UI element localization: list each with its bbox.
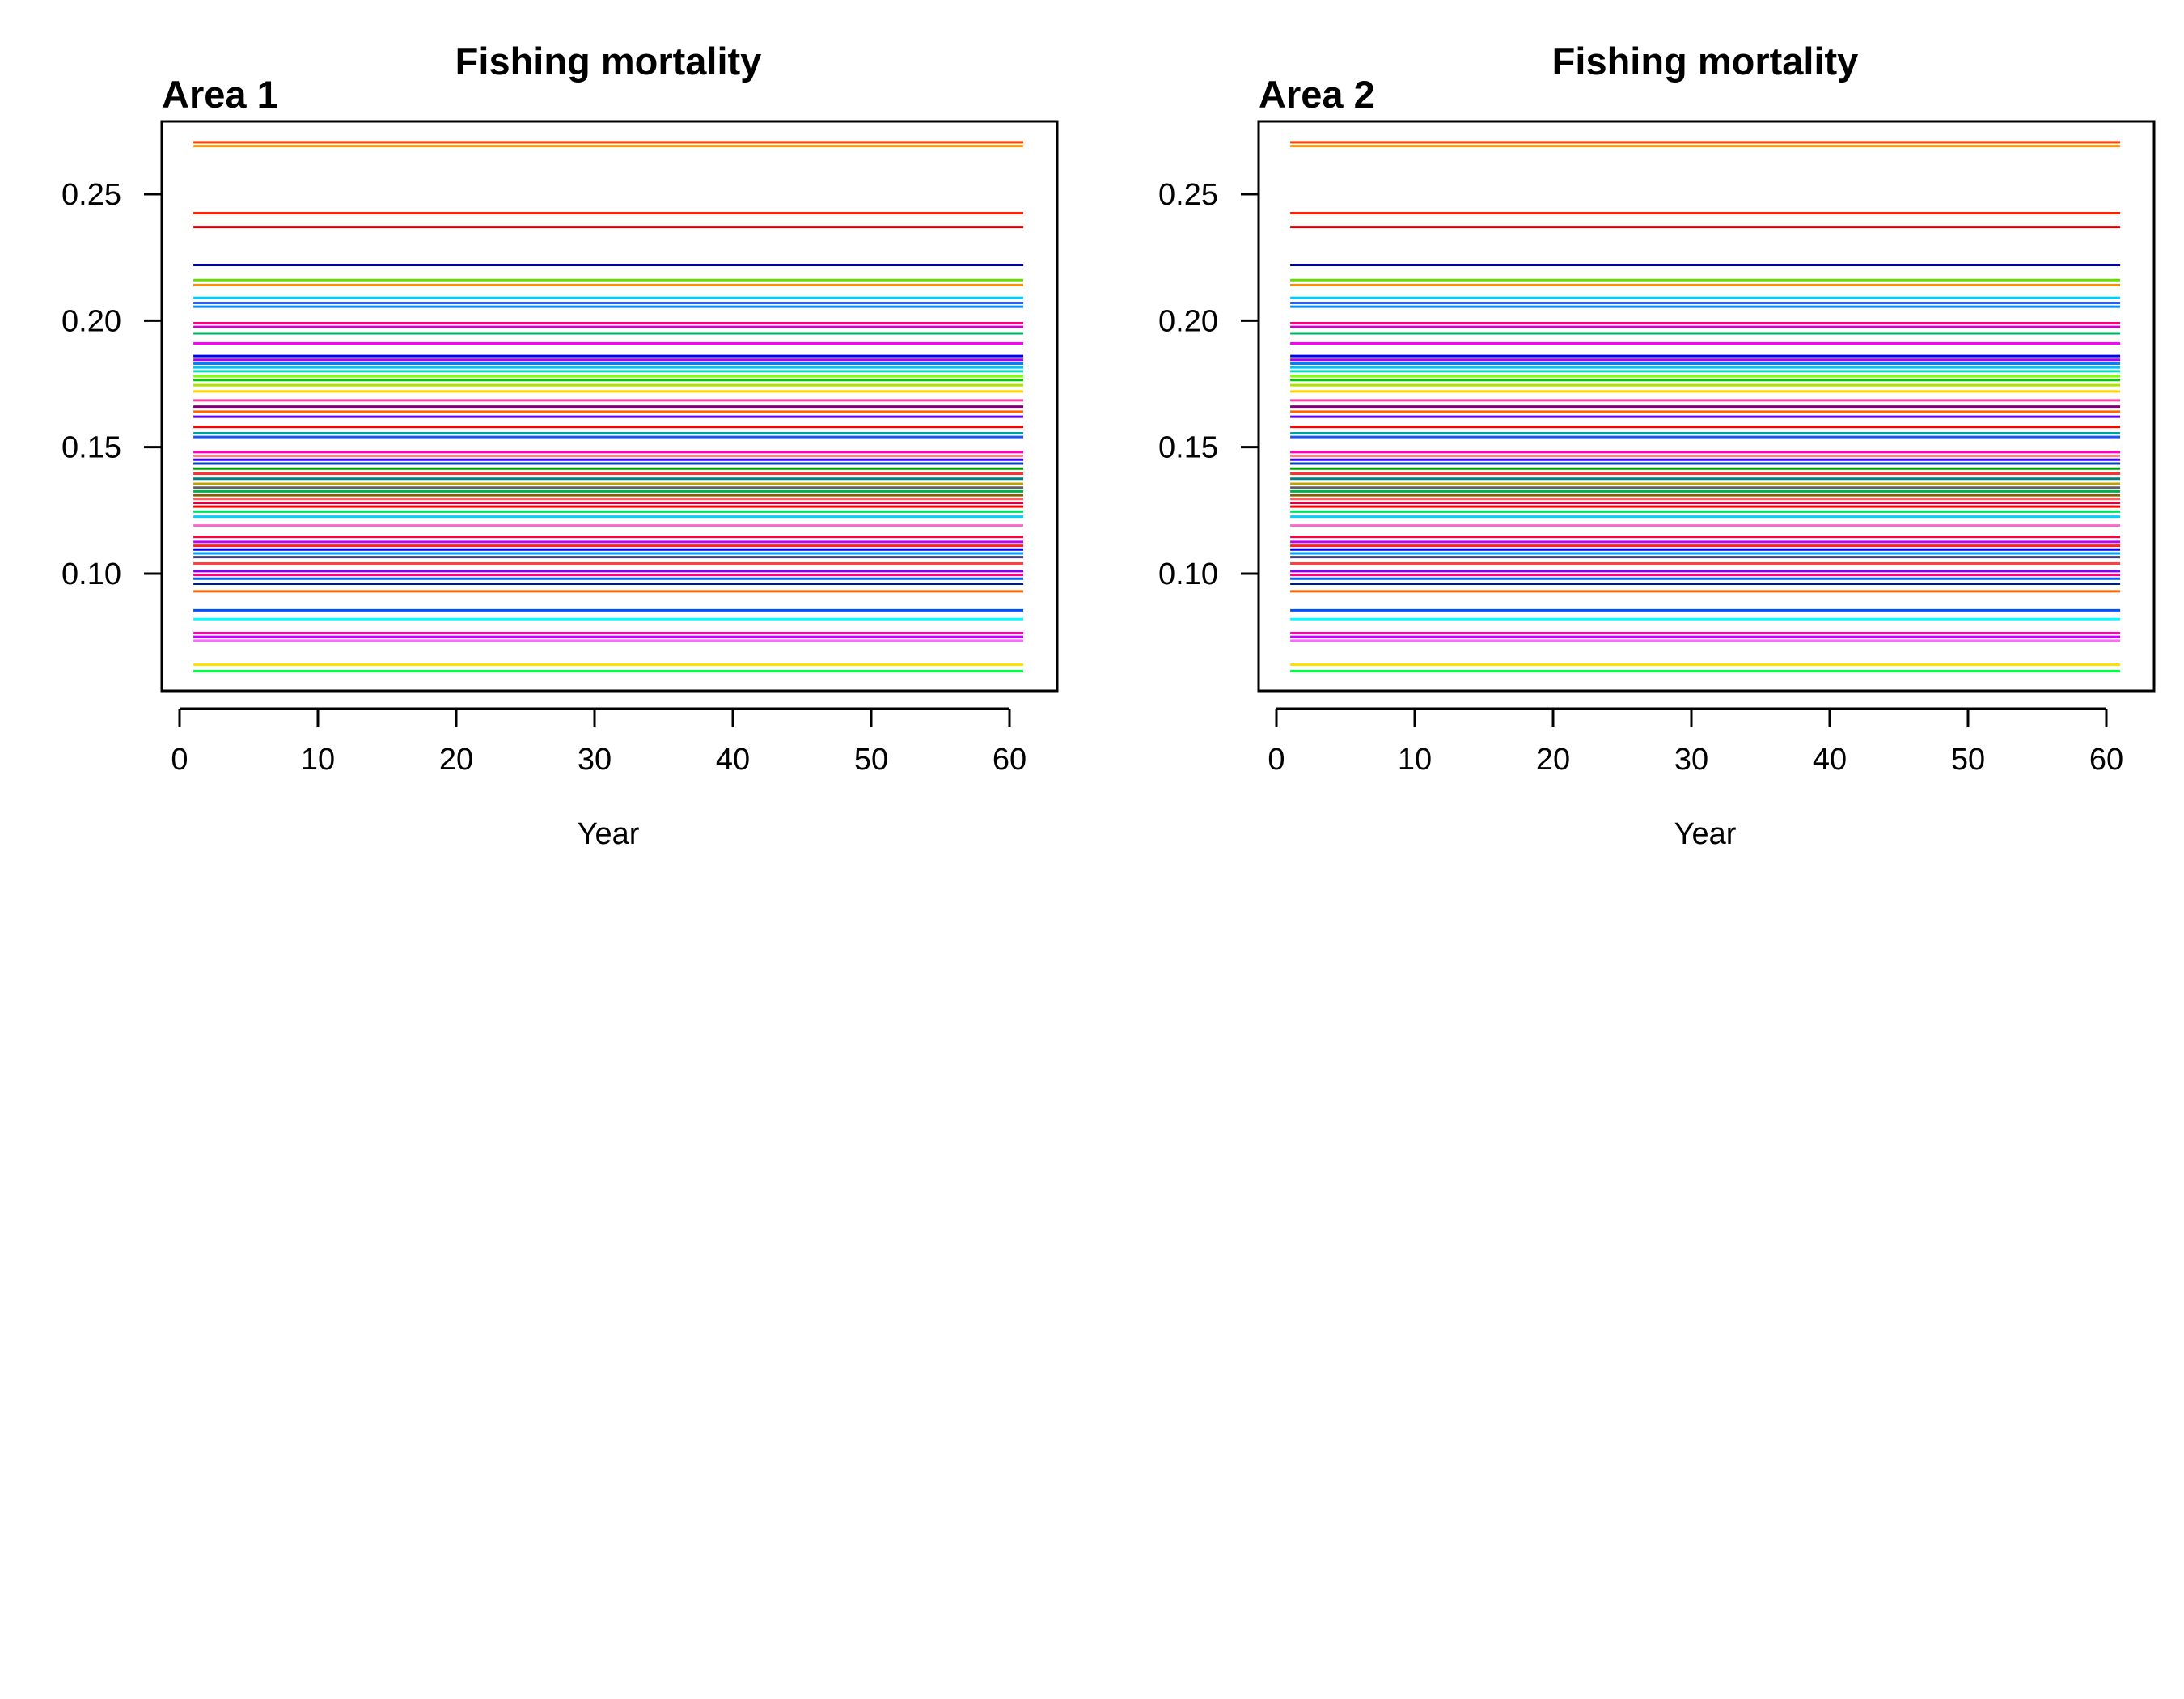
y-tick-label: 0.25 xyxy=(1158,178,1218,212)
panel-label: Area 2 xyxy=(1259,73,1375,116)
plot-area-frame xyxy=(1257,120,2156,693)
x-tick-label: 20 xyxy=(1536,743,1570,777)
x-tick-label: 0 xyxy=(1268,743,1285,777)
chart-title: Fishing mortality xyxy=(1552,40,1859,83)
y-tick-label: 0.10 xyxy=(61,557,121,591)
y-axis: 0.10 0.15 0.20 0.25 xyxy=(1158,178,1259,591)
x-axis-label: Year xyxy=(578,817,640,851)
chart-panel-area-2: Fishing mortality Area 2 0 10 20 30 40 50 60 0… xyxy=(1158,40,2156,851)
x-tick-label: 40 xyxy=(716,743,750,777)
y-tick-label: 0.20 xyxy=(61,304,121,338)
plot-area-frame xyxy=(160,120,1059,693)
x-tick-label: 0 xyxy=(171,743,188,777)
x-tick-label: 30 xyxy=(578,743,612,777)
y-axis: 0.10 0.15 0.20 0.25 xyxy=(61,178,162,591)
x-tick-label: 60 xyxy=(993,743,1026,777)
chart-title: Fishing mortality xyxy=(455,40,762,83)
x-tick-label: 10 xyxy=(301,743,335,777)
y-tick-label: 0.15 xyxy=(1158,431,1218,465)
x-axis-label: Year xyxy=(1674,817,1737,851)
x-axis: 0 10 20 30 40 50 60 xyxy=(1268,707,2123,777)
x-tick-label: 10 xyxy=(1398,743,1432,777)
chart-panel-area-1: Fishing mortality Area 1 0 10 20 30 40 50 60 0… xyxy=(61,40,1059,851)
x-tick-label: 50 xyxy=(854,743,888,777)
x-tick-label: 40 xyxy=(1813,743,1847,777)
x-axis: 0 10 20 30 40 50 60 xyxy=(171,707,1026,777)
y-tick-label: 0.15 xyxy=(61,431,121,465)
panel-label: Area 1 xyxy=(162,73,278,116)
y-tick-label: 0.10 xyxy=(1158,557,1218,591)
y-tick-label: 0.25 xyxy=(61,178,121,212)
x-tick-label: 20 xyxy=(439,743,473,777)
y-tick-label: 0.20 xyxy=(1158,304,1218,338)
x-tick-label: 60 xyxy=(2089,743,2123,777)
series-layer xyxy=(193,141,1024,672)
x-tick-label: 30 xyxy=(1674,743,1708,777)
series-layer xyxy=(1290,141,2121,672)
x-tick-label: 50 xyxy=(1951,743,1985,777)
